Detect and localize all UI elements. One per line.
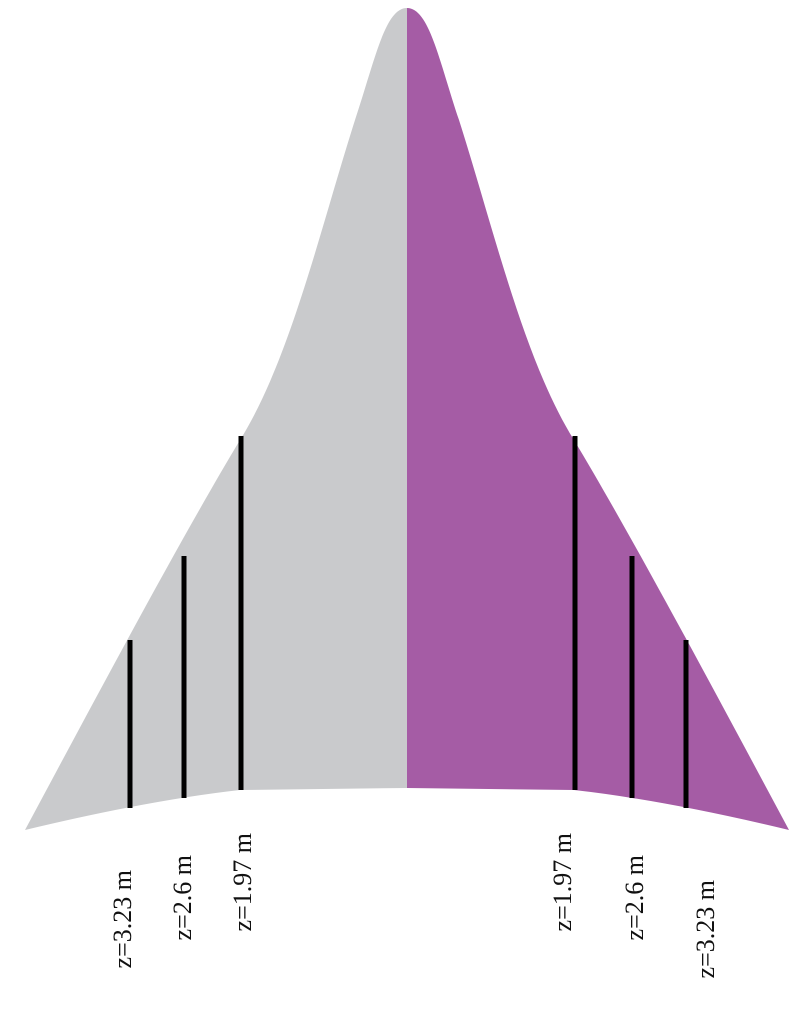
depth-label: z=2.6 m xyxy=(620,855,649,940)
depth-label: z=2.6 m xyxy=(168,855,197,940)
left-half xyxy=(25,8,407,830)
depth-label: z=1.97 m xyxy=(228,833,257,931)
depth-label: z=3.23 m xyxy=(691,880,720,978)
right-half xyxy=(407,8,789,830)
depth-label: z=3.23 m xyxy=(108,870,137,968)
depth-label: z=1.97 m xyxy=(548,833,577,931)
